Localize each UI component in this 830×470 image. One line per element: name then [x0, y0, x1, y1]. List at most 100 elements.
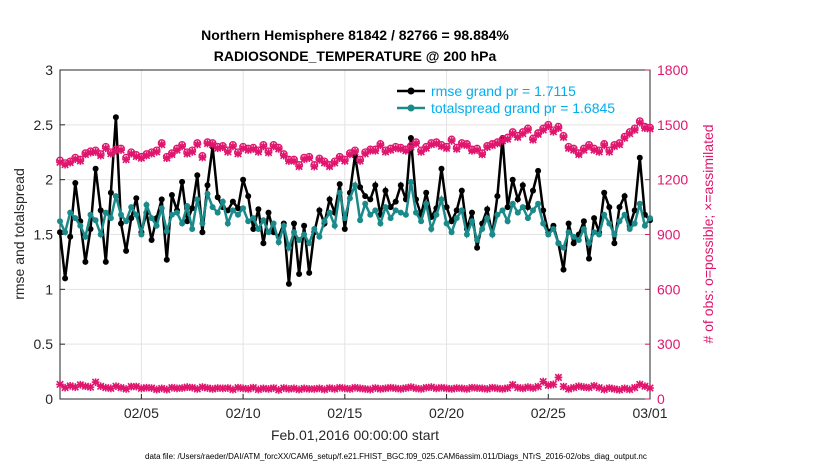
totalspread-point: [189, 226, 196, 232]
x-tick-label: 02/05: [124, 405, 159, 421]
totalspread-point: [255, 226, 262, 232]
obs-assimilated-point: [137, 154, 146, 162]
obs-low-point: [630, 383, 639, 392]
totalspread-point: [423, 200, 430, 207]
obs-low-point: [279, 384, 288, 392]
obs-assimilated-point: [381, 148, 390, 156]
obs-assimilated-point: [427, 140, 436, 149]
obs-assimilated-point: [86, 148, 95, 157]
obs-assimilated-point: [615, 140, 624, 149]
totalspread-point: [596, 231, 603, 238]
legend-spread-marker: [407, 104, 415, 112]
obs-low-point: [208, 385, 217, 393]
totalspread-point: [591, 229, 598, 236]
totalspread-point: [494, 211, 501, 218]
totalspread-point: [519, 204, 526, 211]
totalspread-point: [352, 182, 358, 189]
obs-assimilated-point: [132, 152, 141, 161]
obs-assimilated-point: [534, 130, 542, 139]
obs-low-point: [259, 384, 268, 393]
obs-low-point: [264, 385, 273, 393]
obs-assimilated-point: [122, 155, 130, 164]
totalspread-point: [387, 215, 394, 222]
obs-low-point: [473, 384, 481, 392]
obs-assimilated-point: [224, 148, 232, 156]
rmse-point: [204, 182, 211, 189]
obs-low-point: [646, 384, 654, 392]
totalspread-point: [641, 222, 648, 229]
obs-assimilated-point: [71, 155, 80, 164]
obs-low-point: [295, 385, 303, 394]
totalspread-point: [524, 215, 531, 222]
totalspread-point: [321, 218, 328, 225]
obs-low-point: [402, 384, 410, 392]
obs-low-point: [417, 385, 425, 393]
rmse-point: [367, 196, 374, 203]
obs-assimilated-point: [107, 149, 115, 158]
obs-assimilated-point: [468, 146, 476, 155]
obs-low-point: [162, 385, 171, 394]
totalspread-point: [530, 207, 536, 214]
totalspread-point: [469, 218, 475, 225]
obs-low-point: [91, 378, 100, 387]
totalspread-point: [326, 209, 333, 216]
totalspread-point: [168, 211, 175, 218]
obs-assimilated-point: [361, 149, 370, 158]
obs-low-point: [183, 383, 191, 391]
obs-low-point: [101, 383, 110, 392]
obs-low-point: [86, 383, 95, 391]
obs-assimilated-point: [335, 154, 344, 162]
rmse-point: [565, 220, 572, 227]
obs-assimilated-point: [213, 144, 222, 153]
obs-low-point: [346, 385, 354, 393]
obs-assimilated-point: [539, 126, 548, 134]
totalspread-point: [453, 215, 460, 222]
obs-assimilated-point: [544, 122, 553, 131]
totalspread-point: [606, 220, 613, 227]
obs-assimilated-point: [437, 142, 446, 151]
obs-assimilated-point: [310, 162, 319, 171]
obs-low-point: [76, 380, 85, 389]
obs-low-point: [468, 383, 476, 392]
totalspread-point: [392, 207, 399, 214]
rmse-point: [229, 198, 236, 205]
totalspread-point: [631, 220, 638, 227]
totalspread-point: [77, 222, 84, 229]
obs-assimilated-point: [229, 142, 237, 151]
obs-assimilated-point: [620, 134, 629, 142]
obs-low-point: [437, 383, 446, 392]
obs-assimilated-point: [300, 155, 308, 164]
totalspread-point: [565, 229, 572, 236]
obs-low-point: [615, 386, 624, 394]
obs-low-point: [386, 383, 395, 392]
rmse-point: [133, 195, 140, 202]
obs-low-point: [229, 385, 237, 394]
rmse-point: [514, 196, 521, 203]
totalspread-point: [112, 193, 119, 200]
obs-low-point: [213, 384, 222, 392]
obs-low-point: [254, 385, 263, 394]
obs-assimilated-point: [330, 159, 339, 167]
rmse-point: [92, 165, 99, 172]
obs-low-point: [198, 383, 207, 391]
obs-low-point: [193, 385, 202, 393]
obs-low-point: [188, 383, 197, 392]
obs-low-point: [66, 382, 75, 390]
rmse-point: [519, 182, 526, 189]
rmse-point: [494, 193, 501, 200]
obs-low-point: [554, 373, 563, 382]
totalspread-point: [550, 226, 557, 232]
obs-low-point: [407, 383, 415, 391]
obs-low-point: [590, 382, 598, 390]
obs-low-point: [56, 380, 64, 389]
rmse-point: [245, 193, 252, 200]
rmse-point: [62, 275, 69, 282]
rmse-point: [570, 240, 577, 247]
obs-low-point: [234, 383, 242, 392]
totalspread-point: [291, 229, 297, 236]
obs-low-point: [600, 385, 609, 394]
totalspread-point: [555, 240, 562, 247]
obs-assimilated-point: [574, 150, 583, 159]
rmse-point: [291, 220, 297, 227]
